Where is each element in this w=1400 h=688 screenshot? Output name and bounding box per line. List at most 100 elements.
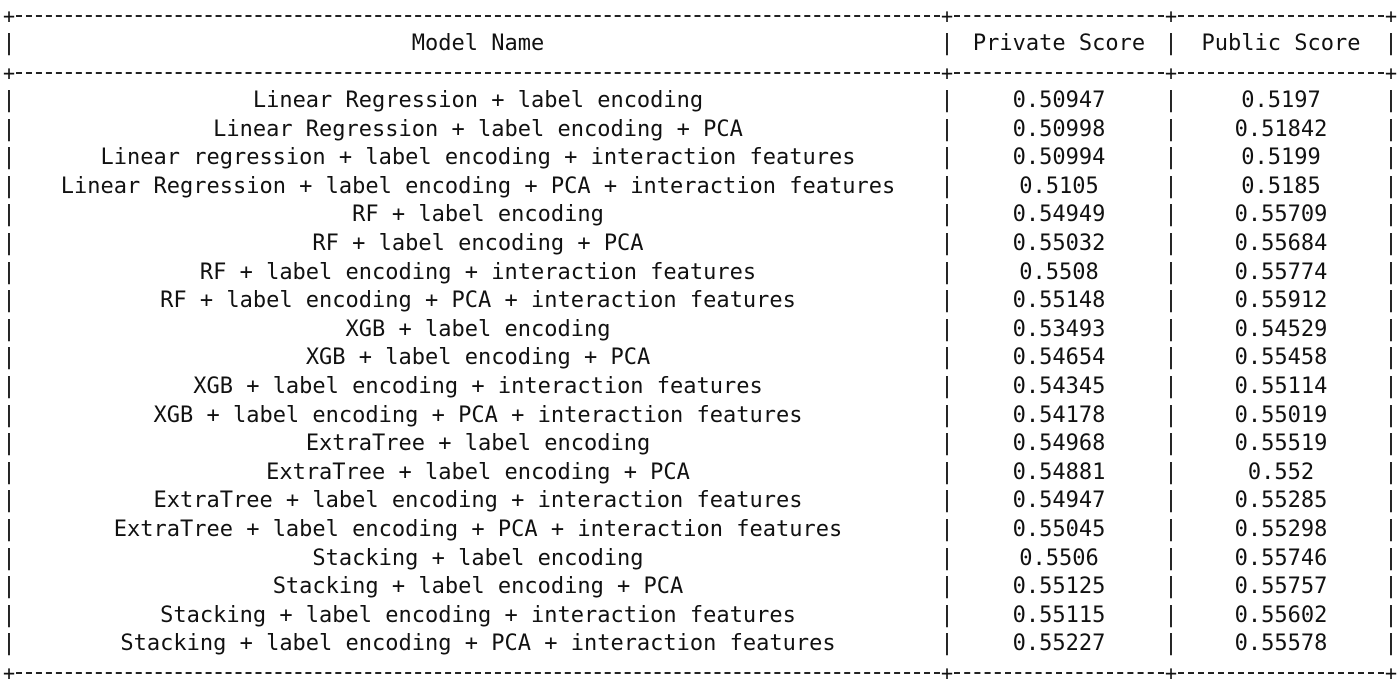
table-row: | | | | XGB + label encoding + PCA + interac… — [0, 402, 1400, 431]
column-separator: | — [1384, 402, 1398, 428]
border-dash — [954, 672, 1164, 674]
column-separator: | — [940, 459, 954, 485]
cell-public-score: 0.55458 — [1234, 345, 1328, 371]
cell-private-score: 0.50998 — [1012, 116, 1106, 142]
corner-plus: + — [940, 661, 954, 685]
corner-plus: + — [940, 4, 954, 28]
table-header-row: | Model Name | Private Score | Public Sc… — [0, 30, 1400, 59]
column-separator: | — [940, 231, 954, 256]
border-dash — [1178, 15, 1384, 17]
border-dash — [954, 72, 1164, 74]
cell-private-score: 0.5508 — [1019, 259, 1099, 285]
column-separator: | — [1384, 459, 1398, 485]
table-row: | | | | RF + label encoding + PCA 0.55032 0.55… — [0, 230, 1400, 259]
column-separator: | — [940, 145, 954, 171]
column-separator: | — [1164, 316, 1178, 342]
table-row: | | | | Linear Regression + label encoding 0.… — [0, 87, 1400, 116]
cell-private-score: 0.54968 — [1012, 431, 1106, 457]
border-dash — [1178, 72, 1384, 74]
cell-model-name: Stacking + label encoding + PCA + intera… — [120, 631, 836, 657]
column-separator: | — [2, 574, 16, 600]
corner-plus: + — [2, 4, 16, 28]
table-row: | | | | Stacking + label encoding + interact… — [0, 602, 1400, 631]
cell-private-score: 0.50947 — [1012, 88, 1106, 113]
column-separator: | — [940, 402, 954, 428]
column-separator: | — [2, 231, 16, 256]
column-separator: | — [1384, 488, 1398, 514]
column-separator: | — [1164, 345, 1178, 371]
cell-model-name: RF + label encoding + PCA — [312, 231, 644, 256]
table-row: | | | | ExtraTree + label encoding 0.54968 0.5… — [0, 430, 1400, 459]
border-dash — [16, 72, 940, 74]
column-separator: | — [2, 459, 16, 485]
cell-model-name: Stacking + label encoding + PCA — [272, 574, 684, 600]
table-row: | | | | Linear Regression + label encoding +… — [0, 116, 1400, 145]
column-separator: | — [1164, 231, 1178, 256]
column-separator: | — [2, 88, 16, 113]
header-public-score: Public Score — [1201, 31, 1361, 56]
column-separator: | — [1164, 173, 1178, 199]
cell-public-score: 0.55746 — [1234, 545, 1328, 571]
column-separator: | — [1164, 402, 1178, 428]
cell-model-name: Linear Regression + label encoding — [252, 88, 704, 113]
border-dash — [16, 15, 940, 17]
table-row: | | | | ExtraTree + label encoding + PCA + i… — [0, 516, 1400, 545]
column-separator: | — [2, 288, 16, 314]
column-separator: | — [2, 202, 16, 228]
cell-private-score: 0.54654 — [1012, 345, 1106, 371]
column-separator: | — [2, 488, 16, 514]
cell-model-name: Linear regression + label encoding + int… — [100, 145, 856, 171]
cell-model-name: RF + label encoding + PCA + interaction … — [160, 288, 796, 314]
column-separator: | — [2, 173, 16, 199]
cell-public-score: 0.55519 — [1234, 431, 1328, 457]
column-separator: | — [940, 517, 954, 542]
table-row: | | | | Stacking + label encoding + PCA 0.551… — [0, 573, 1400, 602]
column-separator: | — [940, 431, 954, 457]
corner-plus: + — [1384, 4, 1398, 28]
cell-model-name: Linear Regression + label encoding + PCA — [213, 116, 743, 142]
border-dash — [954, 15, 1164, 17]
table-row: | | | | Stacking + label encoding 0.5506 0.557… — [0, 545, 1400, 574]
column-separator: | — [940, 545, 954, 571]
table-row: | | | | ExtraTree + label encoding + interac… — [0, 487, 1400, 516]
cell-model-name: RF + label encoding — [352, 202, 604, 228]
column-separator: | — [2, 116, 16, 142]
column-separator: | — [1384, 88, 1398, 113]
column-separator: | — [2, 602, 16, 628]
cell-private-score: 0.54947 — [1012, 488, 1106, 514]
cell-public-score: 0.55912 — [1234, 288, 1328, 314]
cell-private-score: 0.5105 — [1019, 173, 1099, 199]
corner-plus: + — [940, 61, 954, 85]
column-separator: | — [1384, 145, 1398, 171]
table-top-border: + + + + — [0, 6, 1400, 26]
cell-private-score: 0.50994 — [1012, 145, 1106, 171]
cell-public-score: 0.51842 — [1234, 116, 1328, 142]
column-separator: | — [1384, 288, 1398, 314]
column-separator: | — [1164, 574, 1178, 600]
cell-model-name: XGB + label encoding — [345, 316, 611, 342]
cell-model-name: ExtraTree + label encoding — [305, 431, 651, 457]
column-separator: | — [2, 259, 16, 285]
cell-public-score: 0.55019 — [1234, 402, 1328, 428]
cell-private-score: 0.55227 — [1012, 631, 1106, 657]
cell-public-score: 0.55285 — [1234, 488, 1328, 514]
cell-model-name: Stacking + label encoding + interaction … — [160, 602, 796, 628]
table-row: | | | | Linear regression + label encoding +… — [0, 144, 1400, 173]
column-separator: | — [2, 517, 16, 542]
column-separator: | — [1164, 259, 1178, 285]
column-separator: | — [1164, 116, 1178, 142]
cell-public-score: 0.55298 — [1234, 517, 1328, 542]
column-separator: | — [940, 202, 954, 228]
corner-plus: + — [1164, 4, 1178, 28]
cell-private-score: 0.55148 — [1012, 288, 1106, 314]
cell-private-score: 0.54881 — [1012, 459, 1106, 485]
column-separator: | — [1164, 202, 1178, 228]
column-separator: | — [1384, 574, 1398, 600]
column-separator: | — [1384, 374, 1398, 399]
cell-private-score: 0.54178 — [1012, 402, 1106, 428]
column-separator: | — [1384, 345, 1398, 371]
column-separator: | — [1164, 602, 1178, 628]
cell-model-name: Linear Regression + label encoding + PCA… — [60, 173, 896, 199]
column-separator: | — [1384, 316, 1398, 342]
